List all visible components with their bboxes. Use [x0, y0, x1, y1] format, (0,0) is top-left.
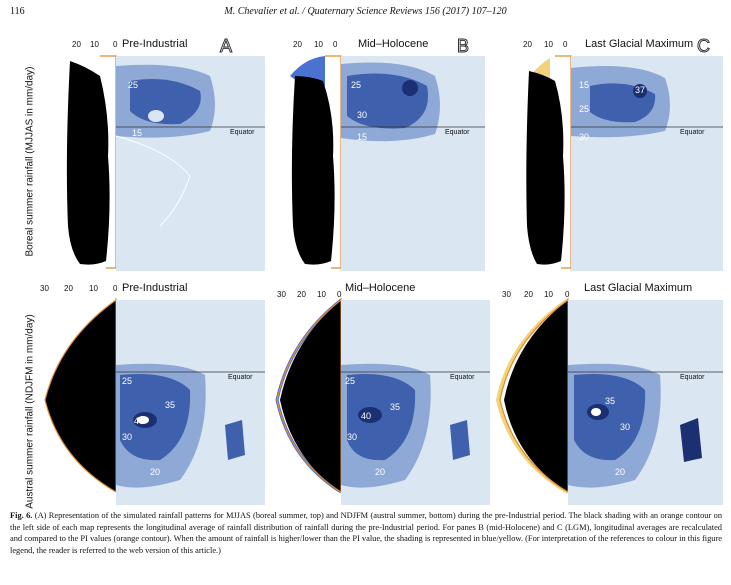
equator-label: Equator	[228, 374, 253, 381]
panel-title: Last Glacial Maximum	[585, 38, 694, 50]
journal-header: M. Chevalier et al. / Quaternary Science…	[224, 6, 507, 17]
contour-label: 35	[165, 400, 175, 410]
contour-label: 15	[132, 128, 142, 138]
tick-label: 10	[317, 290, 326, 299]
contour-label: 25	[579, 104, 589, 114]
panel-b: 25 30 15 Mid–Holocene B 20 10 0 Equator	[285, 36, 485, 271]
tick-label: 20	[72, 40, 81, 49]
equator-label: Equator	[230, 129, 255, 136]
panel-title: Mid–Holocene	[358, 38, 429, 50]
panel-c: 15 25 30 37 Last Glacial Maximum C 20 10…	[515, 36, 723, 271]
panel-c-map: 15 25 30 37	[526, 55, 723, 271]
tick-label: 0	[333, 40, 338, 49]
contour-label: 30	[347, 432, 357, 442]
panel-letter: A	[219, 36, 233, 57]
contour-label: 37	[635, 85, 645, 95]
panel-b-map: 25 30 15	[290, 55, 485, 271]
panel-e-map: 25 30 35 40 20	[275, 298, 490, 505]
tick-label: 20	[293, 40, 302, 49]
contour-label: 40	[361, 411, 371, 421]
equator-label: Equator	[680, 374, 705, 381]
tick-label: 0	[113, 284, 118, 293]
caption-text: (A) Representation of the simulated rain…	[10, 511, 723, 555]
figure-caption: Fig. 6. (A) Representation of the simula…	[10, 510, 722, 556]
contour-label: 30	[122, 432, 132, 442]
tick-label: 0	[113, 40, 118, 49]
row-label-top: Boreal summer rainfall (MJJAS in mm/day)	[24, 66, 36, 257]
panel-a: 25 15 Pre-Industrial A 20 10 0 Equator	[60, 36, 265, 271]
tick-label: 0	[337, 290, 342, 299]
contour-label: 35	[390, 402, 400, 412]
tick-label: 30	[502, 290, 511, 299]
tick-label: 30	[40, 284, 49, 293]
tick-label: 30	[277, 290, 286, 299]
tick-label: 20	[297, 290, 306, 299]
panel-a-map: 25 15	[66, 55, 265, 271]
tick-label: 10	[90, 40, 99, 49]
panel-title: Last Glacial Maximum	[584, 282, 693, 294]
contour-label: 40	[134, 416, 144, 426]
panel-e: 25 30 35 40 20 Mid–Holocene 30 20 10 0 E…	[265, 280, 490, 505]
contour-label: 30	[357, 110, 367, 120]
tick-label: 20	[524, 290, 533, 299]
panel-letter: C	[697, 36, 711, 57]
panel-d-map: 25 30 35 40 20	[44, 298, 265, 505]
equator-label: Equator	[680, 129, 705, 136]
panel-title: Pre-Industrial	[122, 38, 188, 50]
contour-label: 25	[345, 376, 355, 386]
tick-label: 20	[64, 284, 73, 293]
tick-label: 10	[314, 40, 323, 49]
panel-d: 25 30 35 40 20 Pre-Industrial 30 20 10 0…	[30, 280, 265, 505]
equator-label: Equator	[445, 129, 470, 136]
tick-label: 0	[565, 290, 570, 299]
tick-label: 20	[523, 40, 532, 49]
equator-label: Equator	[450, 374, 475, 381]
panel-letter: B	[456, 36, 470, 57]
tick-label: 10	[89, 284, 98, 293]
contour-label: 15	[579, 80, 589, 90]
caption-label: Fig. 6.	[10, 511, 33, 520]
contour-label: 30	[579, 132, 589, 142]
contour-label: 20	[615, 467, 625, 477]
contour-label: 25	[351, 80, 361, 90]
contour-label: 30	[620, 422, 630, 432]
panel-f: 35 30 20 Last Glacial Maximum 30 20 10 0…	[490, 280, 723, 505]
contour-label: 25	[122, 376, 132, 386]
panel-title: Mid–Holocene	[345, 282, 416, 294]
tick-label: 0	[563, 40, 568, 49]
contour-label: 20	[375, 467, 385, 477]
contour-label: 15	[357, 132, 367, 142]
tick-label: 10	[544, 290, 553, 299]
contour-label: 20	[150, 467, 160, 477]
panel-title: Pre-Industrial	[122, 282, 188, 294]
tick-label: 10	[544, 40, 553, 49]
contour-label: 25	[128, 80, 138, 90]
contour-label: 35	[605, 396, 615, 406]
page-number: 116	[10, 6, 25, 17]
panel-f-map: 35 30 20	[495, 298, 723, 505]
